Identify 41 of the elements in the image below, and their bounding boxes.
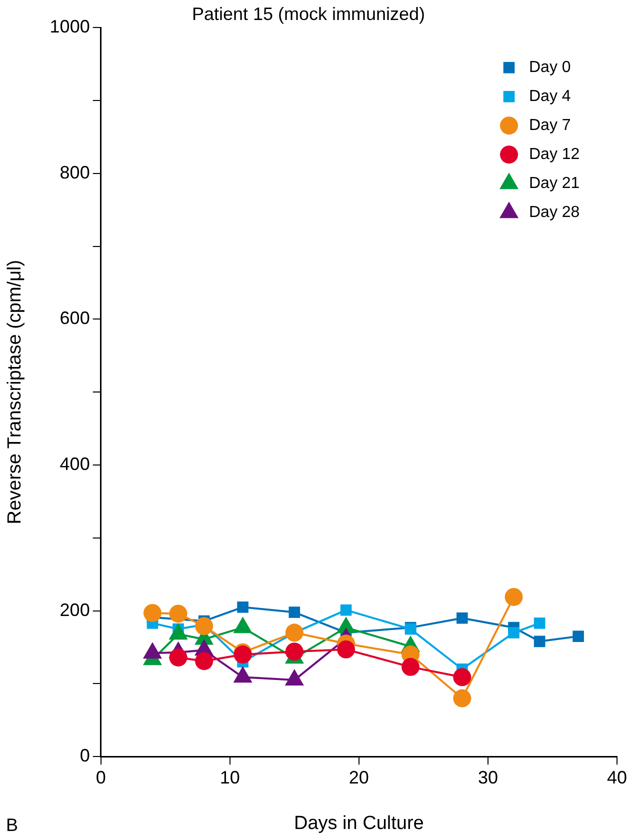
point [456,612,468,624]
x-tick-label: 20 [348,767,369,788]
y-tick-label: 400 [60,454,90,474]
point [285,642,304,661]
point [572,630,584,642]
point [504,588,523,606]
point [169,604,188,623]
legend-label: Day 28 [529,204,580,222]
point [143,604,162,622]
point [534,636,546,648]
x-axis-title: Days in Culture [294,812,424,834]
point [285,624,304,642]
point [534,618,546,629]
point [453,689,472,708]
legend-label: Day 12 [529,146,580,164]
point [288,606,300,618]
x-tick-label: 40 [606,767,628,788]
y-tick-label: 600 [60,308,90,328]
point [337,640,356,658]
point [195,617,214,636]
y-tick-label: 200 [60,600,90,620]
x-tick-label: 10 [220,767,240,788]
text: B [6,815,18,836]
legend-label: Day 7 [529,117,571,134]
point [195,652,214,670]
y-tick-label: 1000 [50,16,90,37]
point [340,604,352,616]
x-tick-label: 30 [478,767,498,788]
x-tick-label: 0 [96,767,106,788]
point [402,658,420,676]
legend-label: Day 0 [529,59,571,76]
point [508,627,520,638]
point [453,668,472,686]
y-tick-label: 800 [60,162,90,182]
point [169,648,188,666]
legend-label: Day 4 [529,88,571,106]
y-axis-title: Reverse Transcriptase (cpm/μl) [4,260,26,524]
chart-title: Patient 15 (mock immunized) [192,4,426,24]
y-tick-label: 0 [80,746,90,766]
legend-label: Day 21 [529,175,580,192]
point [237,602,248,613]
